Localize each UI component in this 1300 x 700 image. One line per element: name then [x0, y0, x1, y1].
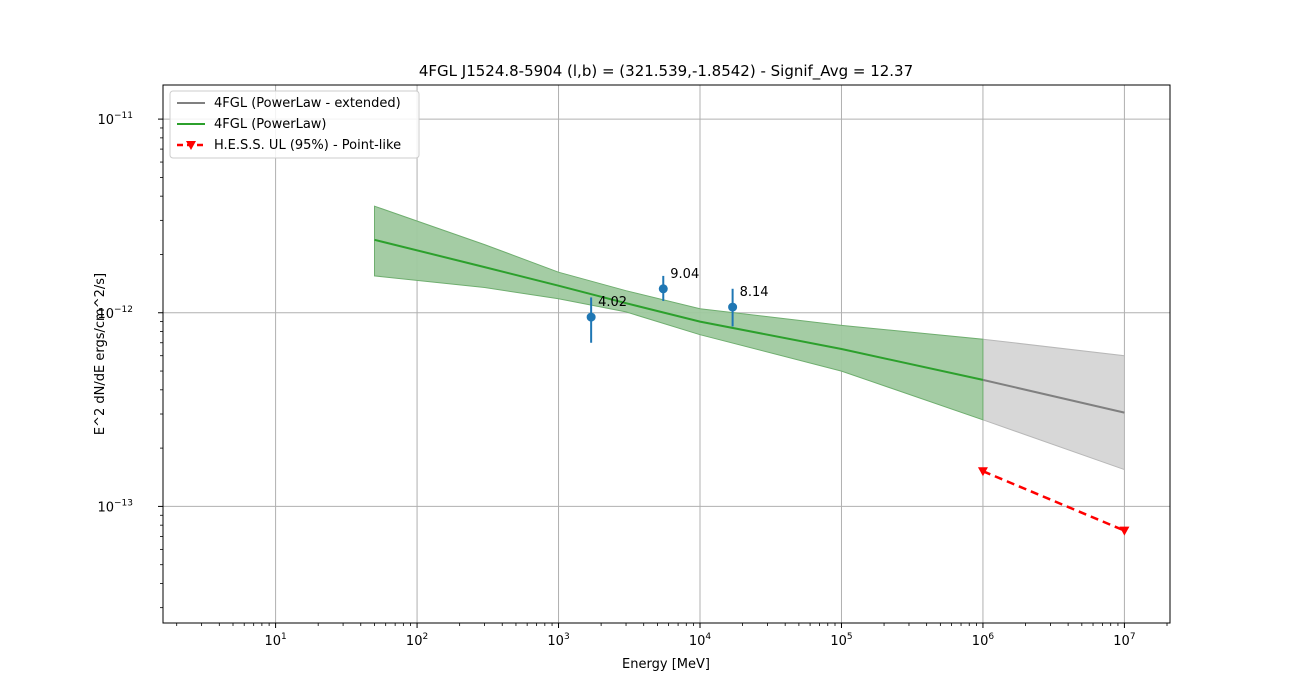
x-tick-exponent: 1 — [281, 632, 287, 642]
y-axis-label: E^2 dN/dE ergs/cm^2/s] — [93, 273, 108, 435]
data-point — [728, 302, 738, 312]
data-point — [586, 312, 596, 322]
confidence-band — [374, 205, 984, 421]
x-tick-exponent: 4 — [705, 632, 711, 642]
x-tick-label: 102 — [406, 632, 428, 649]
x-tick-label: 105 — [830, 632, 852, 649]
x-axis-label: Energy [MeV] — [622, 657, 710, 672]
upper-limit-marker — [1119, 526, 1130, 536]
point-annotation: 8.14 — [740, 285, 769, 300]
legend-marker — [186, 141, 196, 150]
legend-label: 4FGL (PowerLaw - extended) — [214, 96, 401, 111]
chart-title: 4FGL J1524.8-5904 (l,b) = (321.539,-1.85… — [419, 62, 913, 81]
x-tick-exponent: 6 — [988, 632, 994, 642]
x-axis: 101 102 103 104 105 106 107 — [176, 623, 1168, 649]
bands — [374, 205, 1125, 471]
x-tick-label: 103 — [547, 632, 569, 649]
x-tick-exponent: 2 — [422, 632, 428, 642]
x-tick-label: 106 — [972, 632, 995, 649]
legend-box — [169, 90, 420, 159]
data-points: 4.02 9.04 8.14 — [586, 267, 769, 343]
x-tick-exponent: 7 — [1130, 632, 1136, 642]
series-line — [374, 238, 984, 381]
legend-label: H.E.S.S. UL (95%) - Point-like — [214, 138, 401, 153]
y-tick-exponent: −13 — [114, 498, 133, 508]
x-tick-exponent: 3 — [564, 632, 570, 642]
x-tick-label: 107 — [1113, 632, 1135, 649]
legend-label: 4FGL (PowerLaw) — [214, 117, 327, 132]
x-tick-label: 101 — [264, 632, 286, 649]
data-point — [658, 284, 668, 294]
y-tick-exponent: −12 — [114, 305, 133, 315]
legend: 4FGL (PowerLaw - extended) 4FGL (PowerLaw… — [169, 90, 420, 159]
y-tick-label: 10−13 — [97, 498, 133, 515]
series-line — [982, 378, 1125, 414]
y-tick-label: 10−11 — [97, 111, 133, 128]
lines — [374, 238, 1130, 536]
plot-frame — [162, 84, 1171, 624]
y-tick-exponent: −11 — [114, 111, 133, 121]
axes-frame — [162, 84, 1171, 624]
x-tick-exponent: 5 — [847, 632, 853, 642]
x-tick-label: 104 — [689, 632, 712, 649]
point-annotation: 4.02 — [598, 295, 627, 310]
point-annotation: 9.04 — [670, 267, 699, 282]
upper-limit-marker — [977, 467, 988, 477]
